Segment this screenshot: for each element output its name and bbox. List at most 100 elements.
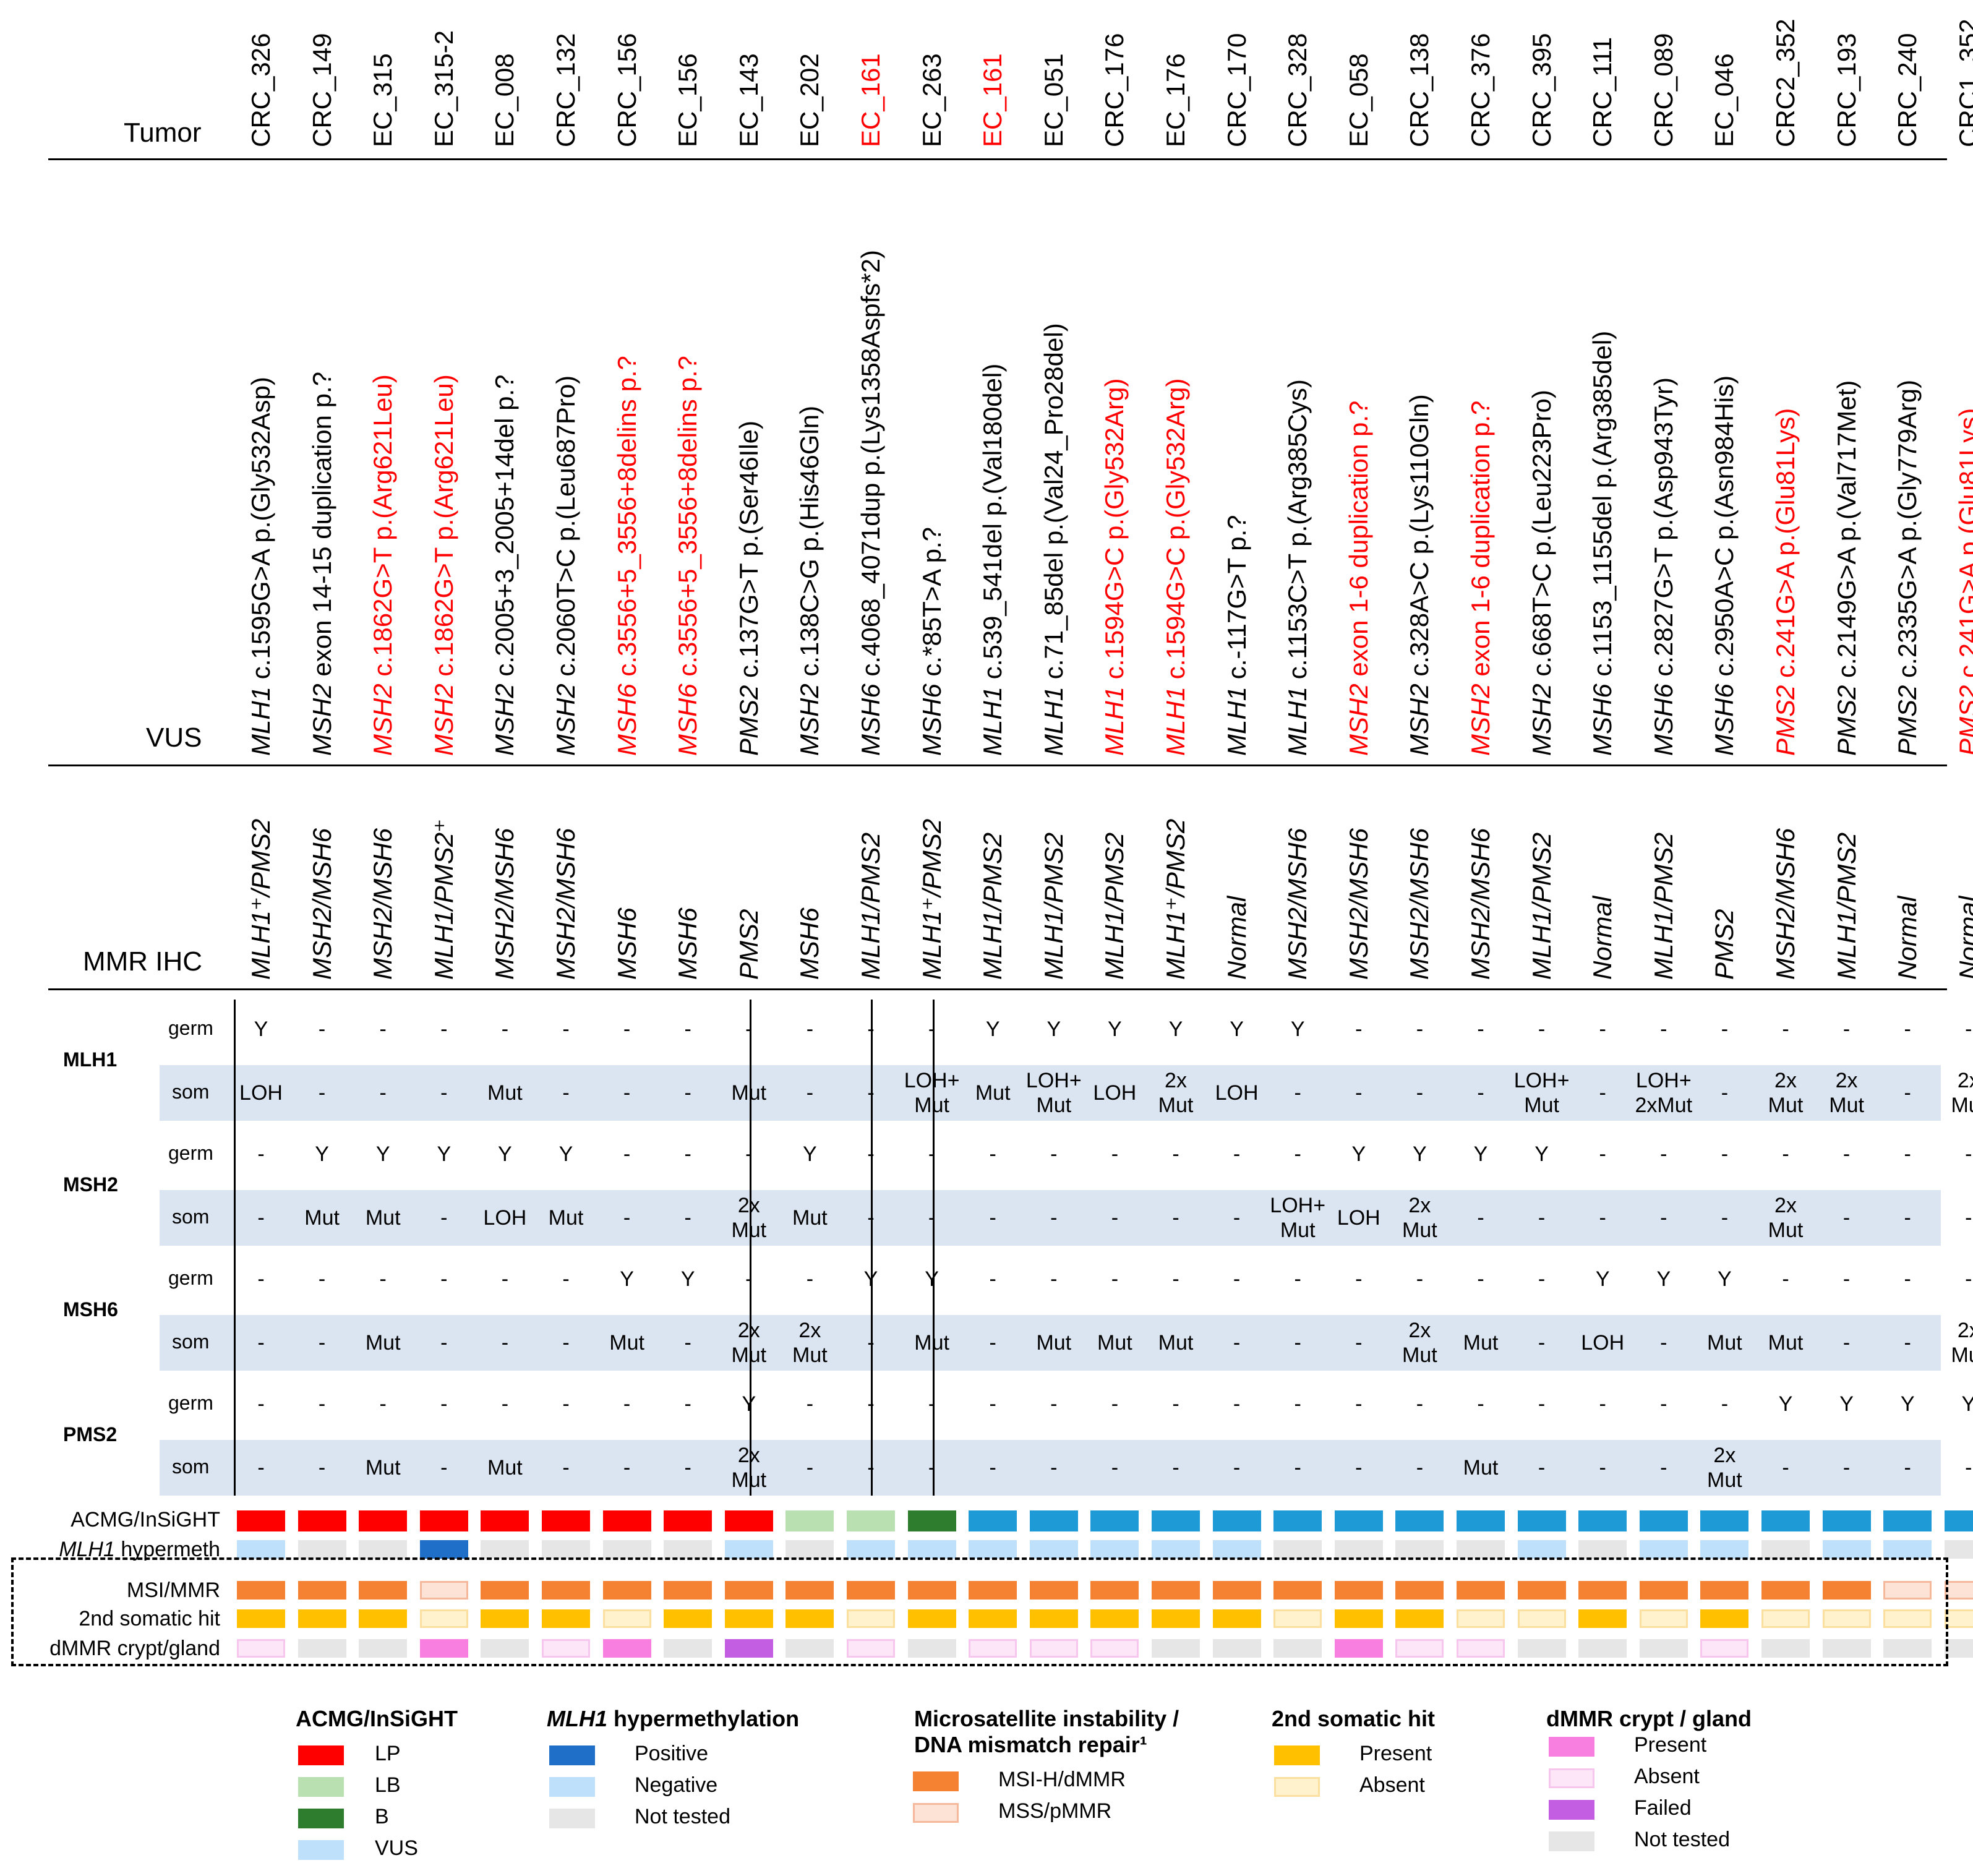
som-cell: - <box>1842 1456 1851 1480</box>
som-cell: - <box>379 1081 387 1105</box>
ihc-result-23: MLH1/PMS2 <box>1648 832 1678 980</box>
label-text: dMMR crypt/gland <box>49 1637 220 1660</box>
title-text: dMMR crypt / gland <box>1546 1706 1752 1731</box>
ihc-result-7: MSH6 <box>673 907 703 980</box>
legend-label: Present <box>1634 1733 1707 1757</box>
legend-label: Present <box>1359 1742 1432 1765</box>
status-box <box>1761 1639 1810 1658</box>
status-box <box>969 1609 1017 1628</box>
status-box <box>724 1639 773 1658</box>
ihc-result-25: MSH2/MSH6 <box>1771 828 1800 980</box>
legend-title-1: MLH1 hypermethylation <box>547 1706 799 1732</box>
germ-cell: - <box>1538 1017 1546 1041</box>
germ-cell: - <box>1965 1142 1972 1166</box>
vus-variant-16: MLH1 c.-117G>T p.? <box>1222 515 1252 756</box>
som-cell: - <box>1721 1206 1729 1230</box>
som-cell: - <box>1599 1206 1606 1230</box>
germ-cell: Y <box>254 1017 268 1041</box>
vus-change: c.241G>A p.(Glu81Lys) <box>1953 408 1973 678</box>
status-box <box>1944 1581 1973 1600</box>
som-cell: - <box>1416 1081 1424 1105</box>
som-cell: - <box>257 1206 265 1230</box>
legend-title-4: dMMR crypt / gland <box>1546 1706 1752 1732</box>
som-cell: - <box>562 1081 570 1105</box>
ihc-result-6: MSH6 <box>612 907 641 980</box>
som-cell: - <box>1842 1331 1851 1355</box>
status-box <box>1578 1510 1627 1531</box>
som-cell: - <box>806 1456 814 1480</box>
germ-cell: - <box>1477 1267 1484 1291</box>
vus-variant-3: MSH2 c.1862G>T p.(Arg621Leu) <box>429 374 460 756</box>
germ-cell: - <box>379 1017 387 1041</box>
vus-variant-5: MSH2 c.2060T>C p.(Leu687Pro) <box>550 375 581 756</box>
status-box <box>1822 1581 1871 1600</box>
germ-cell: - <box>1294 1392 1301 1416</box>
status-box <box>1029 1609 1078 1628</box>
legend-swatch <box>913 1803 959 1823</box>
ihc-result-27: Normal <box>1893 896 1922 980</box>
tumor-id-9: EC_202 <box>795 53 824 147</box>
som-cell: - <box>841 1206 901 1230</box>
vus-variant-15: MLH1 c.1594G>C p.(Gly532Arg) <box>1160 379 1191 756</box>
status-box <box>664 1639 713 1658</box>
som-row-band-msh6 <box>160 1315 1941 1371</box>
vus-change: c.1862G>T p.(Arg621Leu) <box>429 374 458 684</box>
som-cell: Mut <box>365 1456 401 1480</box>
som-cell: - <box>1416 1456 1424 1480</box>
som-cell: Mut <box>304 1206 340 1230</box>
ihc-result-17: MSH2/MSH6 <box>1283 828 1312 980</box>
som-cell: Mut <box>609 1331 644 1355</box>
som-cell: - <box>501 1331 509 1355</box>
germ-cell: - <box>1294 1267 1301 1291</box>
vus-change: c.2827G>T p.(Asp943Tyr) <box>1648 377 1678 684</box>
germ-cell: - <box>501 1267 509 1291</box>
status-box <box>1395 1540 1444 1559</box>
ihc-result-28: Normal <box>1953 896 1973 980</box>
vus-variant-22: MSH6 c.1153_1155del p.(Arg385del) <box>1587 331 1618 756</box>
vus-change: c.328A>C p.(Lys110Gln) <box>1405 394 1434 684</box>
germ-cell: - <box>1294 1142 1301 1166</box>
status-box <box>359 1510 408 1531</box>
som-label: som <box>172 1206 210 1228</box>
germ-label: germ <box>168 1142 213 1164</box>
legend-title-2: Microsatellite instability / DNA mismatc… <box>914 1706 1179 1758</box>
vus-gene: MSH6 <box>673 683 703 756</box>
vus-variant-14: MLH1 c.1594G>C p.(Gly532Arg) <box>1099 379 1130 756</box>
som-cell: 2x Mut <box>1158 1069 1194 1117</box>
legend-swatch <box>1549 1737 1594 1757</box>
germ-cell: - <box>318 1267 326 1291</box>
status-box <box>1334 1639 1383 1658</box>
ihc-result-16: Normal <box>1222 896 1251 980</box>
tumor-id-7: EC_156 <box>673 53 703 147</box>
germ-cell: - <box>1965 1267 1972 1291</box>
ihc-result-24: PMS2 <box>1710 909 1739 980</box>
legend-label: Not tested <box>635 1805 730 1828</box>
status-box <box>237 1510 285 1531</box>
vus-change: c.1862G>T p.(Arg621Leu) <box>368 374 398 684</box>
germ-cell: - <box>684 1017 691 1041</box>
status-box <box>1517 1609 1566 1628</box>
tumor-id-24: EC_046 <box>1710 53 1739 147</box>
som-cell: - <box>1842 1206 1851 1230</box>
status-box <box>1212 1581 1261 1600</box>
germ-cell: Y <box>498 1142 512 1166</box>
som-cell: - <box>318 1081 326 1105</box>
status-box <box>359 1639 408 1658</box>
status-box <box>785 1540 834 1559</box>
som-cell: - <box>989 1456 996 1480</box>
ihc-result-12: MLH1/PMS2 <box>978 832 1008 980</box>
som-cell: LOH <box>1215 1081 1259 1105</box>
som-cell: 2x Mut <box>1768 1194 1804 1242</box>
som-cell: - <box>1172 1206 1179 1230</box>
som-cell: 2x Mut <box>1402 1319 1437 1367</box>
status-box <box>1700 1609 1749 1628</box>
som-cell: - <box>1294 1456 1301 1480</box>
germ-cell: Y <box>1900 1392 1915 1416</box>
title-text: hypermethylation <box>607 1706 800 1731</box>
som-cell: Mut <box>1158 1331 1194 1355</box>
status-box <box>542 1581 590 1600</box>
status-box <box>237 1581 285 1600</box>
germ-cell: - <box>318 1017 326 1041</box>
status-box <box>542 1540 590 1559</box>
